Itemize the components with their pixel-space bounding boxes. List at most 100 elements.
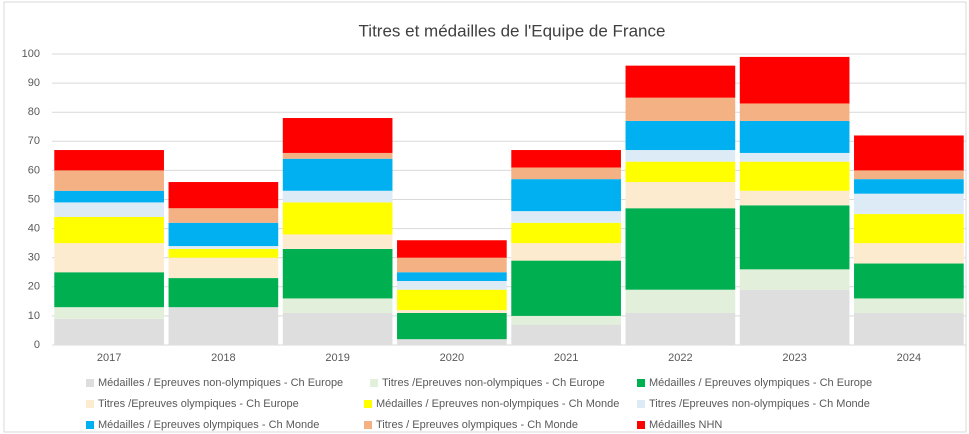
y-tick-label: 90	[28, 77, 40, 89]
bar-segment	[739, 103, 850, 121]
bar-segment	[625, 120, 736, 151]
legend-label: Titres /Epreuves non-olympiques - Ch Mon…	[649, 398, 870, 410]
y-tick-label: 10	[28, 310, 40, 322]
bar-segment	[397, 289, 507, 311]
bar-segment	[625, 97, 736, 121]
bar-segment	[854, 179, 964, 194]
legend-swatch	[364, 400, 372, 408]
bar-segment	[168, 257, 279, 279]
y-tick-label: 0	[34, 339, 40, 351]
bar-segment	[54, 243, 164, 273]
legend-label: Médailles / Epreuves olympiques - Ch Eur…	[649, 377, 872, 389]
bar-segment	[511, 150, 621, 168]
bar-segment	[282, 158, 393, 191]
x-tick-label: 2021	[554, 352, 578, 364]
x-tick-label: 2019	[325, 352, 349, 364]
bar-segment	[625, 182, 736, 209]
bar-segment	[168, 182, 279, 209]
bar-segment	[511, 211, 621, 223]
bar-segment	[511, 222, 621, 244]
x-tick-label: 2024	[897, 352, 921, 364]
y-tick-label: 100	[22, 48, 40, 60]
bar-segment	[397, 312, 507, 340]
bar-segment	[854, 214, 964, 244]
bar-segment	[625, 208, 736, 290]
legend-swatch	[637, 421, 645, 429]
bar-segment	[282, 312, 393, 345]
bar-segment	[397, 240, 507, 258]
bar-segment	[854, 193, 964, 215]
bar-segment	[739, 152, 850, 162]
bar-segment	[739, 190, 850, 206]
x-tick-label: 2017	[97, 352, 121, 364]
bar-segment	[854, 135, 964, 171]
bar-segment	[625, 161, 736, 183]
legend-swatch	[637, 379, 645, 387]
bar-segment	[282, 118, 393, 153]
bar-segment	[511, 167, 621, 180]
bar-segment	[168, 246, 279, 249]
bar-segment	[739, 269, 850, 290]
bar-segment	[397, 280, 507, 290]
bar-segment	[625, 150, 736, 162]
legend-swatch	[364, 421, 372, 429]
bar-segment	[282, 248, 393, 299]
bar-segment	[168, 208, 279, 223]
legend-label: Médailles NHN	[649, 419, 722, 431]
bar-segment	[625, 312, 736, 345]
bar-segment	[168, 307, 279, 345]
bar-segment	[397, 339, 507, 345]
bar-segment	[54, 202, 164, 217]
bar-segment	[282, 234, 393, 249]
bar-segment	[54, 216, 164, 244]
x-tick-label: 2022	[668, 352, 692, 364]
bar-segment	[54, 190, 164, 203]
bar-segment	[397, 257, 507, 273]
bar-segment	[854, 263, 964, 299]
bar-segment	[54, 318, 164, 345]
bar-segment	[54, 307, 164, 319]
y-tick-label: 40	[28, 223, 40, 235]
x-tick-label: 2023	[782, 352, 806, 364]
bar-segment	[739, 56, 850, 104]
bar-segment	[854, 298, 964, 313]
bar-segment	[511, 243, 621, 261]
bar-segment	[282, 298, 393, 313]
chart-title: Titres et médailles de l'Equipe de Franc…	[359, 21, 666, 40]
y-tick-label: 80	[28, 106, 40, 118]
bar-segment	[511, 179, 621, 212]
y-tick-label: 70	[28, 135, 40, 147]
y-tick-label: 60	[28, 164, 40, 176]
legend-label: Médailles / Epreuves non-olympiques - Ch…	[98, 377, 343, 389]
bar-segment	[511, 315, 621, 325]
legend-swatch	[86, 400, 94, 408]
bar-segment	[54, 170, 164, 191]
bar-segment	[739, 289, 850, 345]
bar-segment	[282, 202, 393, 235]
y-tick-label: 30	[28, 252, 40, 264]
legend-swatch	[86, 379, 94, 387]
legend-label: Titres /Epreuves non-olympiques - Ch Eur…	[382, 377, 605, 389]
bar-segment	[397, 272, 507, 281]
bar-segment	[854, 312, 964, 345]
bar-segment	[625, 65, 736, 98]
bar-segment	[511, 260, 621, 316]
legend-label: Médailles / Epreuves olympiques - Ch Mon…	[98, 419, 319, 431]
bar-segment	[282, 190, 393, 203]
legend-label: Titres / Epreuves olympiques - Ch Monde	[376, 419, 578, 431]
legend-label: Médailles / Epreuves non-olympiques - Ch…	[376, 398, 619, 410]
x-tick-label: 2020	[440, 352, 464, 364]
bar-segment	[282, 152, 393, 159]
bar-segment	[168, 248, 279, 258]
x-tick-label: 2018	[211, 352, 235, 364]
legend-label: Titres /Epreuves olympiques - Ch Europe	[98, 398, 299, 410]
bar-segment	[168, 278, 279, 308]
bar-segment	[54, 272, 164, 308]
bar-segment	[168, 222, 279, 247]
y-tick-label: 20	[28, 281, 40, 293]
bar-segment	[739, 205, 850, 270]
legend-swatch	[637, 400, 645, 408]
bar-segment	[397, 310, 507, 313]
bar-segment	[739, 120, 850, 153]
